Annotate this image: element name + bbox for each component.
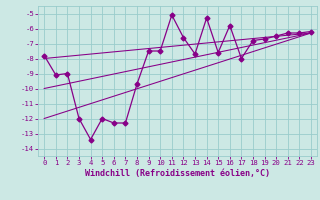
X-axis label: Windchill (Refroidissement éolien,°C): Windchill (Refroidissement éolien,°C) <box>85 169 270 178</box>
